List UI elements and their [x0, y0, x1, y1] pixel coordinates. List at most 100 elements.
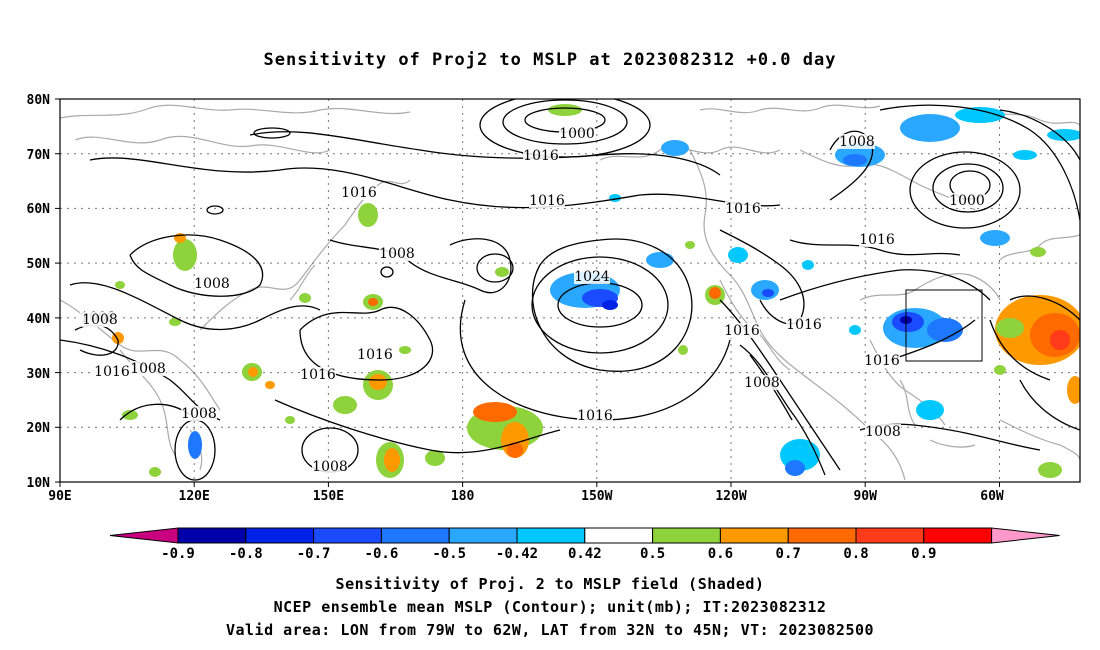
- contour-label: 1016: [724, 323, 760, 339]
- colorbar-box: [855, 527, 925, 544]
- lat-label-70n: 70N: [27, 148, 51, 163]
- contour-label-bg: [839, 134, 875, 149]
- axis-ticks: [55, 98, 1000, 487]
- lat-label-20n: 20N: [27, 421, 51, 436]
- contour-label: 1008: [312, 459, 348, 475]
- contour-label: 1016: [341, 185, 377, 201]
- contour-labels: 1000101610161016101610081008100810241016…: [80, 126, 985, 475]
- contour-label-bg: [357, 347, 393, 362]
- contour-label-bg: [577, 408, 613, 423]
- contour-label-bg: [82, 312, 118, 327]
- contour-label: 1008: [130, 361, 166, 377]
- plot-title: Sensitivity of Proj2 to MSLP at 20230823…: [263, 50, 837, 70]
- contour-label: 1016: [859, 232, 895, 248]
- colorbar-label: -0.42: [496, 546, 538, 562]
- colorbar-label: -0.5: [432, 546, 466, 562]
- contour-label-bg: [574, 269, 610, 284]
- contour-label: 1008: [181, 406, 217, 422]
- colorbar-box: [448, 527, 518, 544]
- contour-label: 1016: [577, 408, 613, 424]
- contour-label-bg: [341, 185, 377, 200]
- contour-label-bg: [312, 459, 348, 474]
- colorbar-end-left: [109, 527, 179, 544]
- lat-label-50n: 50N: [27, 257, 51, 272]
- colorbar-box: [380, 527, 450, 544]
- contour-label-bg: [523, 148, 559, 163]
- contour-label-bg: [379, 246, 415, 261]
- lat-label-30n: 30N: [27, 367, 51, 382]
- latitude-labels: 80N 70N 60N 50N 40N 30N 20N 10N: [27, 93, 51, 491]
- colorbar-box: [719, 527, 789, 544]
- caption-line-1: Sensitivity of Proj. 2 to MSLP field (Sh…: [335, 575, 765, 593]
- lon-label-150w: 150W: [581, 489, 612, 504]
- colorbar-box: [923, 527, 993, 544]
- colorbar-boxes: [109, 527, 1060, 544]
- contour-label: 1008: [379, 246, 415, 262]
- colorbar-labels: -0.9 -0.8 -0.7 -0.6 -0.5 -0.42 0.42 0.5 0.6 0.7 0.…: [161, 546, 936, 562]
- colorbar-box: [177, 527, 247, 544]
- colorbar-box: [787, 527, 857, 544]
- colorbar-box: [516, 527, 586, 544]
- caption-line-2: NCEP ensemble mean MSLP (Contour); unit(…: [273, 598, 827, 616]
- lon-label-120w: 120W: [715, 489, 746, 504]
- contour-label: 1008: [82, 312, 118, 328]
- colorbar-label: 0.8: [843, 546, 868, 562]
- colorbar-label: 0.7: [776, 546, 801, 562]
- colorbar-label: 0.42: [568, 546, 602, 562]
- lon-label-120e: 120E: [179, 489, 210, 504]
- contour-label-bg: [744, 375, 780, 390]
- lat-label-60n: 60N: [27, 202, 51, 217]
- contour-label: 1016: [357, 347, 393, 363]
- contour-label: 1016: [529, 193, 565, 209]
- contour-label: 1024: [574, 269, 610, 285]
- lon-label-60w: 60W: [980, 489, 1004, 504]
- mslp-contours: [60, 99, 1080, 481]
- colorbar-box: [245, 527, 315, 544]
- colorbar-label: -0.8: [229, 546, 263, 562]
- colorbar-box: [313, 527, 382, 544]
- lat-label-40n: 40N: [27, 312, 51, 327]
- contour-label-bg: [130, 361, 166, 376]
- longitude-labels: 90E 120E 150E 180 150W 120W 90W 60W: [48, 489, 1004, 504]
- coastlines: [60, 104, 1080, 481]
- caption-line-3: Valid area: LON from 79W to 62W, LAT fro…: [225, 621, 875, 639]
- contour-label-bg: [181, 406, 217, 421]
- colorbar-label: -0.7: [297, 546, 331, 562]
- contour-label: 1016: [523, 148, 559, 164]
- contour-label: 1016: [94, 364, 130, 380]
- contour-label-bg: [94, 364, 130, 379]
- lon-label-90w: 90W: [853, 489, 877, 504]
- colorbar-label: -0.6: [365, 546, 399, 562]
- contour-label: 1016: [300, 367, 336, 383]
- contour-label-bg: [725, 201, 761, 216]
- contour-label-bg: [724, 323, 760, 338]
- contour-label: 1008: [744, 375, 780, 391]
- colorbar-label: 0.6: [708, 546, 733, 562]
- contour-label: 1008: [194, 276, 230, 292]
- contour-label-bg: [529, 193, 565, 208]
- contour-label: 1008: [839, 134, 875, 150]
- contour-label: 1008: [865, 424, 901, 440]
- contour-label-bg: [300, 367, 336, 382]
- colorbar-box: [652, 527, 721, 544]
- contour-label: 1016: [786, 317, 822, 333]
- lat-label-80n: 80N: [27, 93, 51, 108]
- contour-label-bg: [865, 424, 901, 439]
- valid-area-box: [905, 289, 983, 362]
- contour-label-bg: [949, 193, 985, 208]
- contour-label: 1000: [559, 126, 595, 142]
- contour-label-bg: [864, 353, 900, 368]
- contour-label-bg: [859, 232, 895, 247]
- contour-label: 1000: [949, 193, 985, 209]
- lat-label-10n: 10N: [27, 476, 51, 491]
- lon-label-150e: 150E: [313, 489, 344, 504]
- map-border: [59, 98, 1081, 483]
- contour-label: 1016: [725, 201, 761, 217]
- colorbar-box: [584, 527, 654, 544]
- contour-label-bg: [786, 317, 822, 332]
- contour-label-bg: [194, 276, 230, 291]
- contour-label: 1016: [864, 353, 900, 369]
- lon-label-180: 180: [451, 489, 475, 504]
